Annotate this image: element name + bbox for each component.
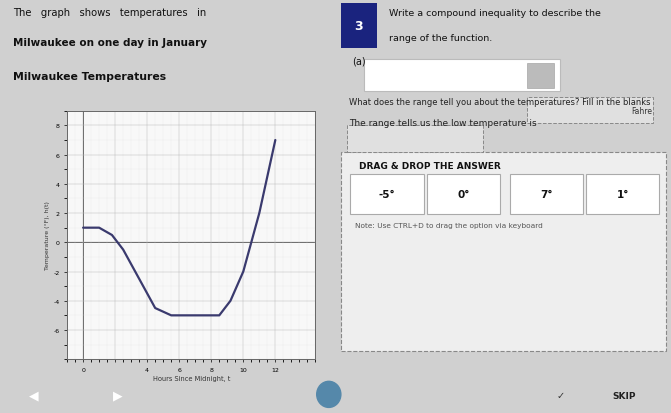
Text: Milwaukee Temperatures: Milwaukee Temperatures bbox=[13, 71, 166, 81]
FancyBboxPatch shape bbox=[527, 64, 554, 88]
Text: 3: 3 bbox=[354, 20, 363, 33]
Text: Note: Use CTRL+D to drag the option via keyboard: Note: Use CTRL+D to drag the option via … bbox=[356, 223, 544, 228]
Y-axis label: Temperature (°F), h(t): Temperature (°F), h(t) bbox=[46, 201, 50, 270]
Text: Write a compound inequality to describe the: Write a compound inequality to describe … bbox=[389, 9, 601, 18]
FancyBboxPatch shape bbox=[510, 175, 583, 214]
FancyBboxPatch shape bbox=[347, 126, 483, 152]
Text: Milwaukee on one day in January: Milwaukee on one day in January bbox=[13, 38, 207, 47]
Text: ◀: ◀ bbox=[29, 389, 38, 402]
FancyBboxPatch shape bbox=[586, 175, 660, 214]
Circle shape bbox=[317, 382, 341, 407]
Text: ▶: ▶ bbox=[113, 389, 122, 402]
FancyBboxPatch shape bbox=[350, 175, 423, 214]
X-axis label: Hours Since Midnight, t: Hours Since Midnight, t bbox=[152, 375, 230, 381]
Text: 1°: 1° bbox=[617, 190, 629, 199]
Text: 7°: 7° bbox=[540, 190, 553, 199]
FancyBboxPatch shape bbox=[340, 152, 666, 351]
Text: range of the function.: range of the function. bbox=[389, 34, 492, 43]
Text: The range tells us the low temperature is: The range tells us the low temperature i… bbox=[349, 119, 536, 127]
Text: The   graph   shows   temperatures   in: The graph shows temperatures in bbox=[13, 7, 207, 17]
Text: Fahre: Fahre bbox=[631, 107, 653, 115]
FancyBboxPatch shape bbox=[427, 175, 500, 214]
Text: DRAG & DROP THE ANSWER: DRAG & DROP THE ANSWER bbox=[359, 161, 501, 171]
Text: ✓: ✓ bbox=[556, 390, 564, 401]
Text: -5°: -5° bbox=[378, 190, 395, 199]
Text: SKIP: SKIP bbox=[612, 391, 636, 400]
FancyBboxPatch shape bbox=[527, 98, 653, 124]
Text: What does the range tell you about the temperatures? Fill in the blanks: What does the range tell you about the t… bbox=[349, 98, 650, 107]
FancyBboxPatch shape bbox=[340, 4, 377, 49]
Text: 0°: 0° bbox=[457, 190, 470, 199]
Text: (a): (a) bbox=[352, 57, 366, 66]
FancyBboxPatch shape bbox=[364, 60, 560, 92]
